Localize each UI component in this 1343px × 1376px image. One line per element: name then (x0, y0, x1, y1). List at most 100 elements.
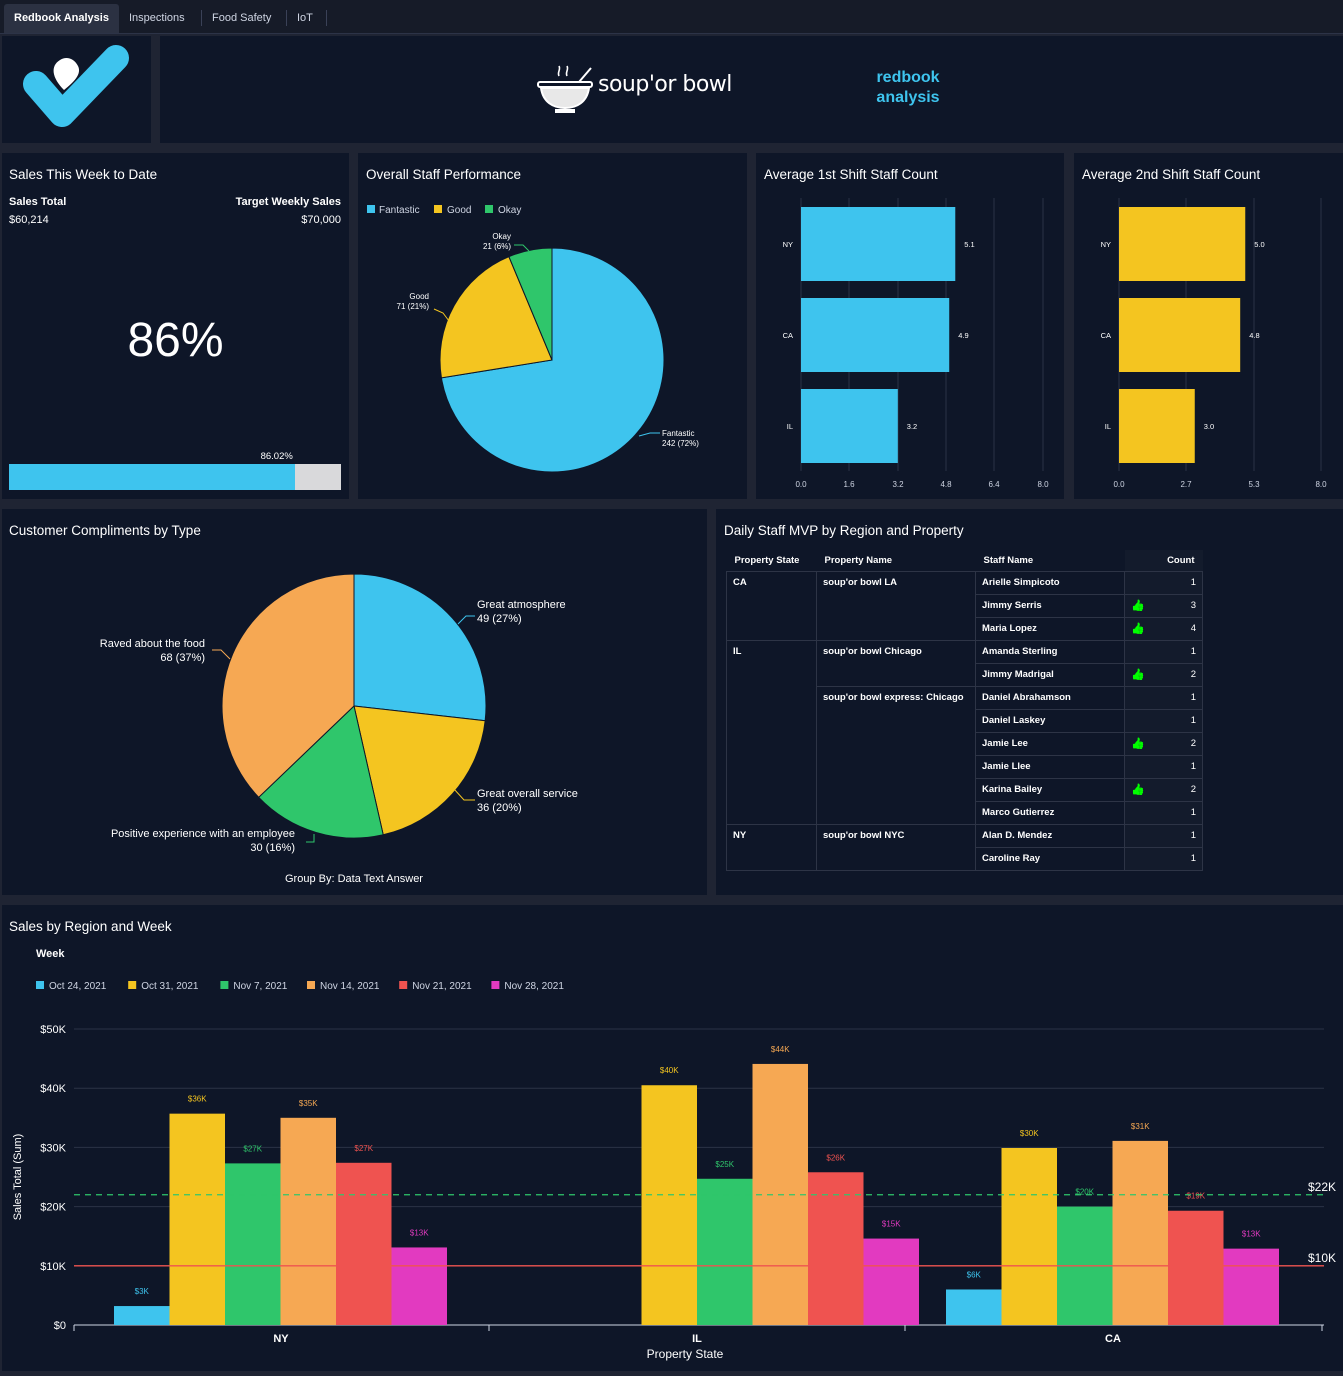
pie-slice-great-overall-service[interactable] (353, 705, 486, 836)
bar[interactable] (697, 1178, 753, 1325)
bar[interactable] (1001, 1147, 1058, 1325)
tab-inspections[interactable]: Inspections (129, 12, 185, 24)
cell-state: IL (726, 640, 817, 825)
legend-label-okay: Okay (498, 205, 521, 216)
pie-slice-fantastic[interactable] (440, 247, 665, 473)
slice-label-positive-experience: Positive experience with an employee (111, 828, 295, 840)
count-value: 3 (1190, 600, 1196, 611)
slice-label-okay: Okay (492, 232, 511, 241)
bar-il[interactable] (1119, 389, 1195, 463)
cell-staff: Amanda Sterling (975, 640, 1125, 664)
soup-bowl-icon (537, 65, 593, 113)
data-label: $13K (410, 1228, 429, 1237)
count-value: 2 (1190, 784, 1196, 795)
bar-il[interactable] (801, 389, 898, 463)
pie-slice-positive-experience[interactable] (257, 705, 384, 839)
bar[interactable] (1168, 1210, 1224, 1325)
bar-ny[interactable] (1119, 207, 1246, 281)
y-tick-label: $50K (40, 1024, 66, 1036)
cell-count: 👍 4 (1124, 617, 1203, 641)
x-tick-label: 5.3 (1248, 480, 1260, 489)
bar[interactable] (641, 1085, 698, 1325)
slice-value-good: 71 (21%) (397, 302, 430, 311)
shift1-chart: 0.0 1.6 3.2 4.8 6.4 8.0 NY 5.1 CA 4.9 IL 3.2 (783, 198, 1049, 489)
legend-swatch-good (434, 205, 442, 213)
count-value: 4 (1190, 623, 1196, 634)
col-header-property[interactable]: Property Name (824, 555, 893, 566)
sales-total-value: $60,214 (9, 214, 49, 226)
y-tick-label: $20K (40, 1202, 66, 1214)
cell-staff: Jimmy Madrigal (975, 663, 1125, 687)
bar[interactable] (169, 1113, 226, 1325)
col-header-count[interactable]: Count (1124, 550, 1203, 572)
tab-divider (201, 10, 202, 26)
x-tick-label: 0.0 (1113, 480, 1125, 489)
data-label: $35K (299, 1099, 318, 1108)
pie-slice-good[interactable] (439, 255, 553, 379)
tab-iot[interactable]: IoT (297, 12, 313, 24)
bar[interactable] (114, 1306, 170, 1325)
data-label: $31K (1131, 1122, 1150, 1131)
tab-food-safety[interactable]: Food Safety (212, 12, 272, 24)
bar[interactable] (808, 1172, 864, 1325)
panel-title: Average 1st Shift Staff Count (764, 167, 938, 182)
value-label: 4.8 (1249, 331, 1259, 340)
legend: Fantastic Good Okay (367, 205, 521, 216)
value-label: 4.9 (958, 331, 968, 340)
col-header-staff[interactable]: Staff Name (983, 555, 1034, 566)
pie-labels: Great atmosphere 49 (27%) Great overall … (100, 599, 578, 854)
table-row: Caroline Ray 1 (727, 847, 1203, 871)
mvp-table: Property State Property Name Staff Name … (726, 550, 1203, 871)
y-tick-label: $0 (54, 1320, 66, 1332)
tab-redbook-analysis[interactable]: Redbook Analysis (4, 4, 119, 33)
legend-swatch (36, 981, 44, 989)
bar[interactable] (225, 1163, 281, 1325)
bar[interactable] (336, 1162, 392, 1325)
bar-ca[interactable] (1119, 298, 1241, 372)
staff-performance-chart: Fantastic Good Okay Fantastic 242 (72%) … (367, 205, 699, 473)
bar[interactable] (1112, 1140, 1169, 1325)
bar[interactable] (946, 1289, 1002, 1325)
x-tick-label: IL (692, 1333, 702, 1345)
x-axis-title: Property State (647, 1347, 724, 1361)
col-header-state[interactable]: Property State (734, 555, 800, 566)
shift2-panel: Average 2nd Shift Staff Count 0.0 2.7 5.3 8… (1074, 153, 1343, 499)
legend-swatch (491, 981, 500, 989)
panel-title: Daily Staff MVP by Region and Property (724, 523, 964, 538)
bar[interactable] (863, 1238, 920, 1325)
bar[interactable] (1223, 1248, 1280, 1325)
bar[interactable] (391, 1247, 448, 1325)
percent-kpi: 86% (127, 314, 224, 367)
value-label: 3.2 (907, 422, 917, 431)
tagline-line1: redbook (876, 69, 940, 86)
data-label: $44K (771, 1045, 790, 1054)
bar-ca[interactable] (801, 298, 950, 372)
bar[interactable] (280, 1117, 337, 1325)
compliments-chart: Great atmosphere 49 (27%) Great overall … (100, 573, 578, 885)
slice-label-fantastic: Fantastic (662, 429, 694, 438)
count-value: 1 (1190, 807, 1196, 818)
slice-value-fantastic: 242 (72%) (662, 439, 699, 448)
table-row: NY soup'or bowl NYC Alan D. Mendez 1 (726, 824, 1203, 871)
legend-label: Nov 21, 2021 (412, 981, 472, 992)
y-axis-title: Sales Total (Sum) (12, 1134, 24, 1221)
data-label: $3K (135, 1287, 150, 1296)
data-label: $15K (882, 1220, 901, 1229)
pie-slice-raved-food[interactable] (221, 573, 355, 799)
thumbs-up-icon: 👍 (1131, 623, 1145, 635)
cell-staff: Alan D. Mendez (975, 824, 1125, 848)
staff-performance-panel: Overall Staff Performance Fantastic Good… (358, 153, 747, 499)
legend-label: Nov 28, 2021 (504, 981, 564, 992)
thumbs-up-icon: 👍 (1131, 600, 1145, 612)
table-row: Jimmy Serris 👍 3 (727, 594, 1203, 618)
progress-fill (9, 464, 295, 490)
pie-slice-great-atmosphere[interactable] (353, 573, 487, 722)
shift1-panel: Average 1st Shift Staff Count 0.0 1.6 3.2 4… (756, 153, 1064, 499)
y-tick-label: $30K (40, 1142, 66, 1154)
legend-swatch (399, 981, 408, 989)
pie-slice-okay[interactable] (508, 247, 553, 361)
bar-ny[interactable] (801, 207, 956, 281)
value-label: 3.0 (1204, 422, 1214, 431)
sales-week-panel: Sales This Week to Date Sales Total $60,… (2, 153, 349, 499)
brand-name: soup'or bowl (598, 72, 732, 97)
